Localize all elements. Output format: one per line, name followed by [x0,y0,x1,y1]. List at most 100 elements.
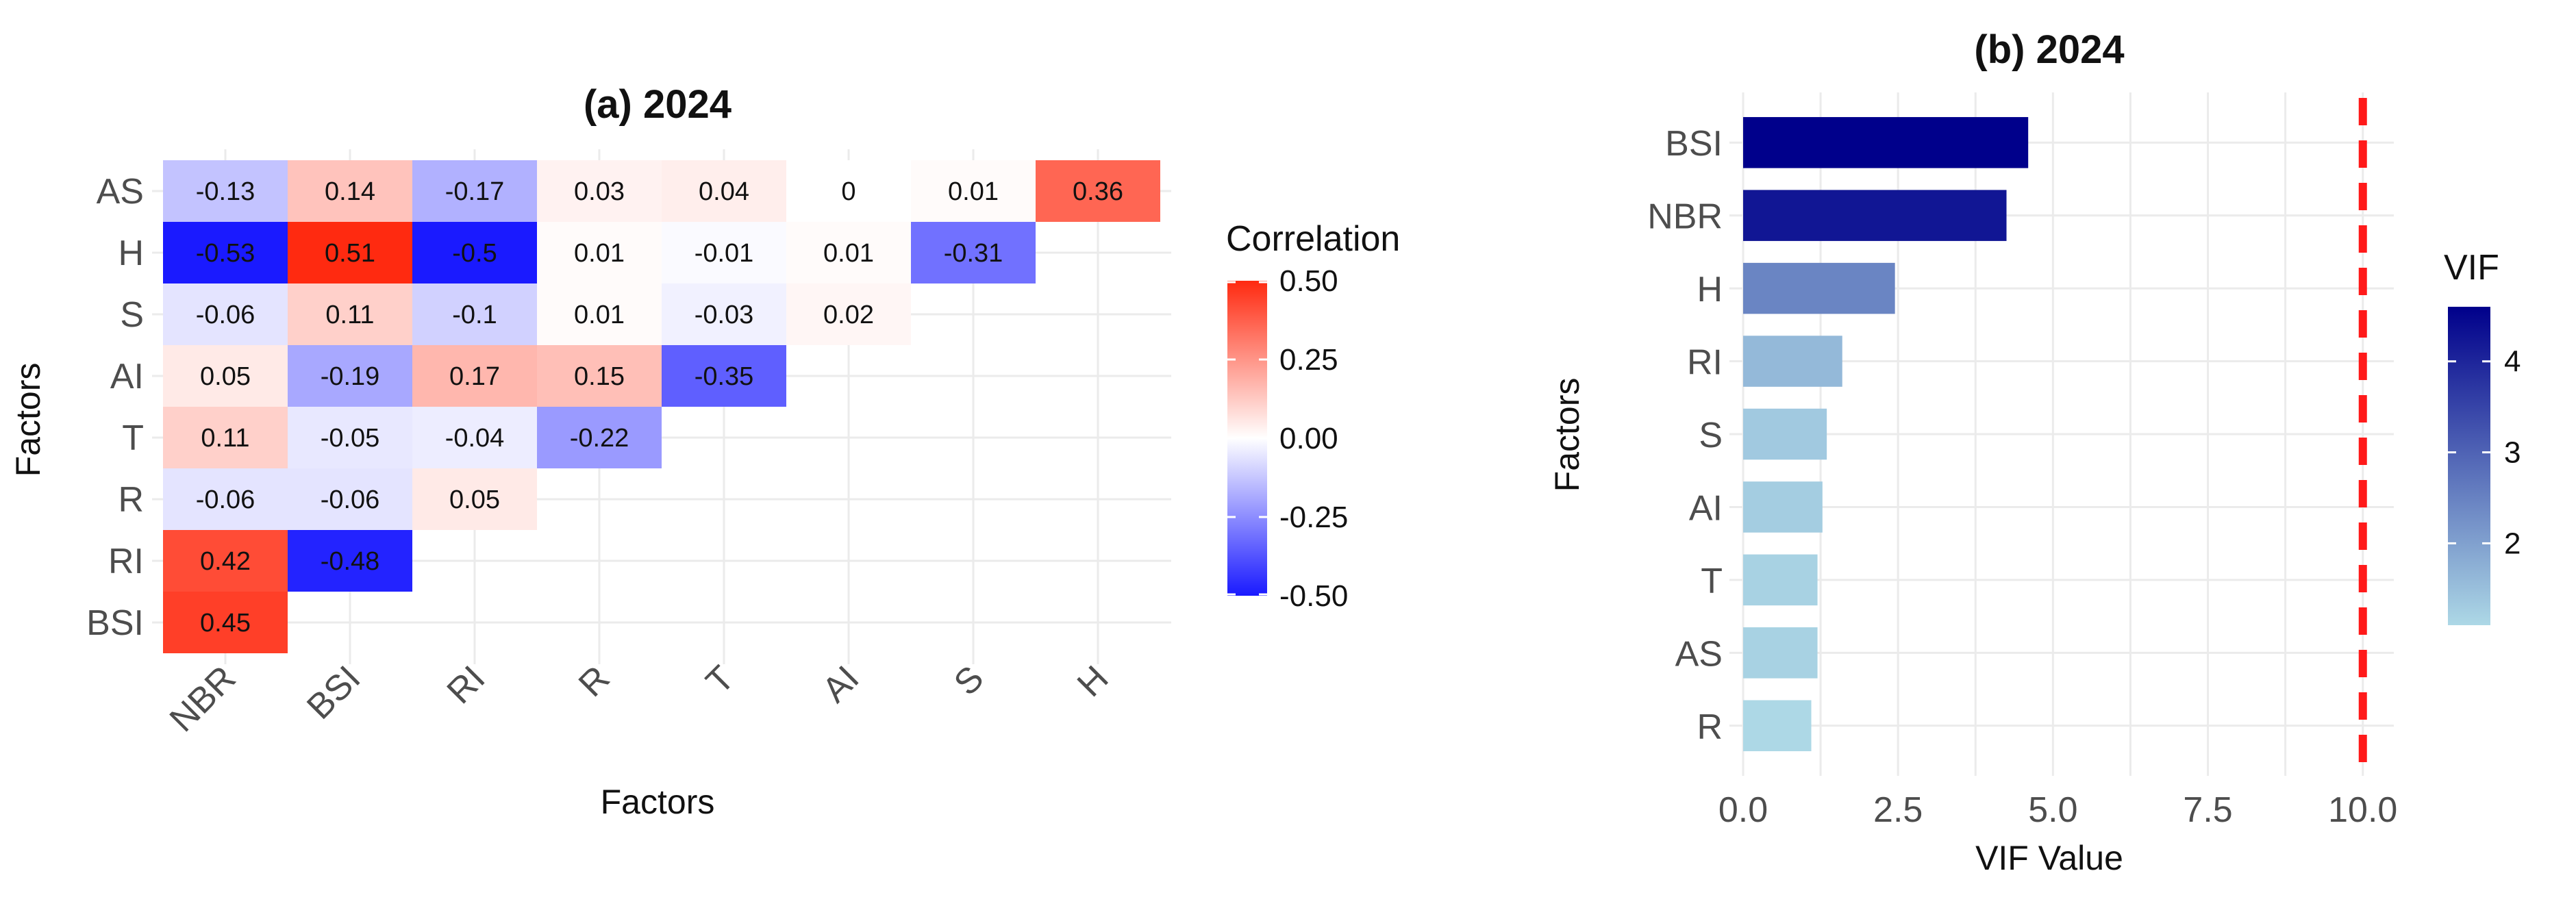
heatmap-cell [163,592,288,653]
heatmap-y-tick-labels: AS HS AI TR RI BSI [86,172,144,643]
heatmap-y-tick: RI [108,542,144,581]
heatmap-x-tick-labels: NBR BSI RI R T AI S H [162,658,1116,740]
heatmap-cell [786,222,911,283]
heatmap-cell [288,283,412,345]
heatmap-cell-value: -0.06 [196,485,255,514]
heatmap-cell-value: 0.01 [823,239,874,268]
heatmap-cell-value: 0.11 [201,424,249,453]
heatmap-cell [662,160,786,222]
heatmap-cell [911,222,1036,283]
heatmap-cell-value: -0.01 [695,239,754,268]
heatmap-x-tick: H [1070,658,1116,705]
heatmap-cell [412,283,537,345]
heatmap-y-tick: AS [97,172,144,212]
correlation-heatmap-panel: (a) 2024 -0.13 0.14 -0.17 0.03 0.04 0 0.01 0.36… [9,82,1400,821]
bar-chart-x-tick-labels: 0.0 2.5 5.0 7.5 10.0 [1718,790,2398,830]
heatmap-cell-value: 0.42 [200,547,251,576]
heatmap-cell-value: -0.03 [695,301,754,329]
heatmap-cell-value: -0.19 [321,362,380,391]
bar-chart-x-tick: 2.5 [1873,790,1923,830]
heatmap-cell [163,283,288,345]
bar-chart-x-tick: 0.0 [1718,790,1768,830]
correlation-legend-tick-label: -0.50 [1279,579,1348,613]
bar-chart-y-axis-title: Factors [1548,378,1586,492]
heatmap-cell [288,160,412,222]
bar-chart-y-tick: R [1697,707,1723,747]
heatmap-cell-value: 0.15 [574,362,625,391]
heatmap-cell [163,345,288,407]
vif-bar [1743,262,1895,314]
heatmap-cell [288,222,412,283]
bar-chart-x-tick: 5.0 [2028,790,2077,830]
heatmap-cell [537,345,662,407]
vif-bar [1743,481,1823,533]
vif-bar-chart-panel: (b) 2024 BSI NBR H RI S AI T AS R 0.0 2.5 5.0 7.5 10… [1548,27,2521,877]
heatmap-x-tick: NBR [162,658,244,740]
heatmap-cell-value: -0.05 [321,424,380,453]
heatmap-y-tick: S [120,295,144,335]
heatmap-y-tick: AI [110,357,144,396]
heatmap-cell-value: 0.05 [200,362,251,391]
heatmap-cell-value: -0.1 [452,301,497,329]
bar-chart-title: (b) 2024 [1974,27,2124,72]
heatmap-cell [662,283,786,345]
bar-chart-y-tick: RI [1687,343,1723,383]
bar-chart-x-tick: 10.0 [2328,790,2397,830]
vif-bar [1743,116,2029,168]
vif-legend-tick-label: 4 [2504,345,2521,379]
vif-legend-title: VIF [2444,248,2499,288]
heatmap-cell-value: 0.01 [574,239,625,268]
heatmap-x-tick: BSI [299,658,368,727]
heatmap-y-tick: BSI [86,603,144,643]
heatmap-x-tick: RI [440,658,493,711]
heatmap-y-tick: H [118,234,144,273]
heatmap-cell [662,222,786,283]
heatmap-cell [163,160,288,222]
heatmap-cell-value: 0.03 [574,177,625,206]
heatmap-cell-value: 0.02 [823,301,874,329]
correlation-legend: Correlation 0.50 0.25 0.00 -0.25 -0.50 [1226,219,1400,613]
bar-chart-y-tick: T [1701,562,1723,601]
correlation-legend-tick-label: 0.00 [1279,422,1338,455]
correlation-legend-tick-label: 0.50 [1279,264,1338,298]
heatmap-cell-value: 0.51 [325,239,375,268]
heatmap-cell-value: -0.48 [321,547,380,576]
heatmap-cell-value: 0.14 [325,177,375,206]
heatmap-cell [163,407,288,468]
vif-bar [1743,190,2007,241]
vif-bar [1743,627,1818,679]
heatmap-cell [288,530,412,592]
heatmap-x-tick: T [699,658,742,701]
bar-chart-y-tick: BSI [1665,124,1723,164]
heatmap-cell [163,468,288,530]
heatmap-cell-value: -0.5 [452,239,497,268]
bar-chart-x-tick: 7.5 [2183,790,2232,830]
heatmap-cell [537,407,662,468]
heatmap-cell [288,468,412,530]
heatmap-cell-value: 0.45 [200,609,251,638]
heatmap-y-tick: R [118,480,144,520]
heatmap-cell-value: 0.17 [449,362,500,391]
heatmap-title: (a) 2024 [584,82,731,127]
heatmap-cell-value: -0.22 [570,424,629,453]
heatmap-cell [786,283,911,345]
vif-legend-tick-label: 2 [2504,527,2521,560]
heatmap-cell [537,283,662,345]
vif-bar [1743,700,1812,752]
heatmap-cell-value: -0.06 [321,485,380,514]
bar-chart-x-axis-title: VIF Value [1975,839,2123,877]
heatmap-cell-value: 0.04 [699,177,749,206]
bar-chart-bars [1743,116,2029,752]
heatmap-cell [1036,160,1160,222]
heatmap-cell [288,345,412,407]
heatmap-cell [412,222,537,283]
bar-chart-y-tick: H [1697,270,1723,310]
heatmap-cell [537,160,662,222]
heatmap-x-tick: AI [815,658,867,710]
heatmap-cell-value: 0.01 [574,301,625,329]
heatmap-cell-value: 0.36 [1073,177,1123,206]
heatmap-cell [412,468,537,530]
heatmap-cell-value: -0.17 [445,177,505,206]
vif-bar [1743,554,1818,606]
